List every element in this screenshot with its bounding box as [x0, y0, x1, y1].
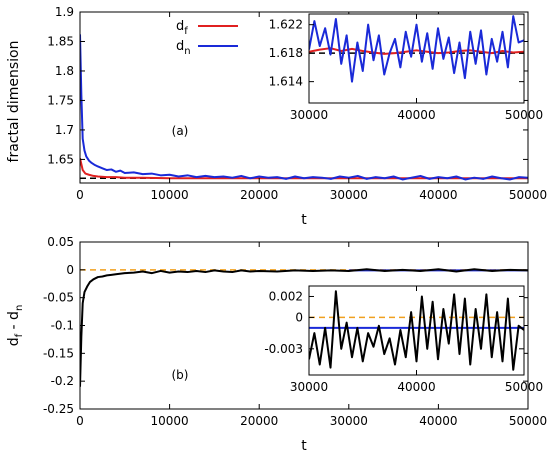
plot-area [309, 15, 524, 83]
x-tick-label: 0 [76, 414, 84, 428]
legend-label-dn: dn [176, 39, 191, 57]
x-tick-label: 30000 [330, 414, 368, 428]
y-tick-label: -0.15 [43, 346, 74, 360]
x-axis-label: t [301, 212, 307, 228]
series-df [309, 47, 524, 55]
panel-label-a: (a) [172, 124, 189, 138]
x-tick-label: 50000 [505, 380, 543, 394]
y-tick-label: 1.65 [47, 152, 74, 166]
y-tick-label: -0.25 [43, 402, 74, 416]
plot-area [80, 34, 528, 181]
legend: df dn [176, 19, 238, 57]
series-df [80, 158, 528, 180]
y-tick-label: 1.622 [269, 18, 303, 32]
x-tick-label: 20000 [240, 414, 278, 428]
y-axis-label: fractal dimension [6, 41, 22, 163]
panel-a: 0 10000 20000 30000 40000 50000 1.65 1.7 1.75 1.8… [6, 5, 547, 228]
y-tick-label: 1.75 [47, 93, 74, 107]
legend-label-df: df [176, 19, 188, 37]
panel-b-inset: 30000 40000 50000 0.002 0 -0.003 [264, 285, 543, 394]
x-tick-label: 30000 [290, 380, 328, 394]
series-dn [80, 34, 528, 181]
y-tick-label: 1.85 [47, 34, 74, 48]
y-tick-label: -0.003 [264, 342, 303, 356]
plot-frame [79, 11, 529, 184]
panel-label-b: (b) [172, 368, 189, 382]
series-df-dn [309, 290, 524, 371]
plot-area [80, 268, 528, 387]
y-tick-label: 1.614 [269, 75, 303, 89]
y-tick-label: 1.618 [269, 46, 303, 60]
y-tick-label: -0.2 [51, 374, 74, 388]
y-tick-label: 1.9 [55, 5, 74, 19]
series-dn [309, 15, 524, 83]
x-axis-label-b: t [301, 438, 307, 454]
x-tick-label: 40000 [419, 414, 457, 428]
x-tick-label: 0 [76, 188, 84, 202]
x-tick-label: 50000 [509, 188, 547, 202]
y-tick-label: 1.7 [55, 123, 74, 137]
panel-a-inset: 30000 40000 50000 1.614 1.618 1.622 [269, 13, 543, 122]
x-tick-label: 40000 [419, 188, 457, 202]
series-df-dn [80, 268, 528, 387]
x-tick-label: 50000 [509, 414, 547, 428]
x-tick-label: 50000 [505, 108, 543, 122]
x-tick-label: 10000 [151, 414, 189, 428]
y-tick-label: 0 [295, 310, 303, 324]
y-tick-label: 0.002 [269, 289, 303, 303]
y-tick-label: 0.05 [47, 235, 74, 249]
x-tick-label: 10000 [151, 188, 189, 202]
y-tick-label: 1.8 [55, 64, 74, 78]
y-tick-label: -0.05 [43, 291, 74, 305]
y-axis-label-b: df - dn [6, 305, 25, 347]
panel-b: 0 10000 20000 30000 40000 50000 0.05 0 -0.05 -0.1… [6, 235, 547, 454]
x-tick-label: 20000 [240, 188, 278, 202]
plot-area [309, 290, 524, 371]
x-tick-label: 40000 [397, 108, 435, 122]
x-tick-label: 30000 [290, 108, 328, 122]
y-tick-label: 0 [66, 263, 74, 277]
x-tick-label: 30000 [330, 188, 368, 202]
y-tick-label: -0.1 [51, 319, 74, 333]
x-tick-label: 40000 [397, 380, 435, 394]
